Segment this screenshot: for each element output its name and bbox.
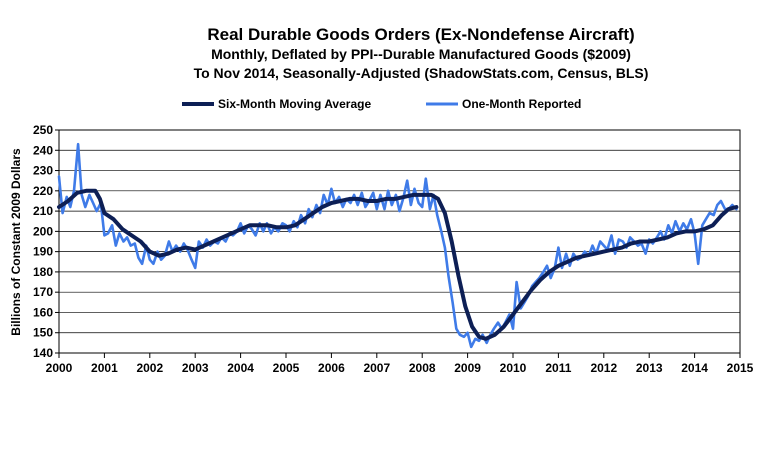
plot-frame — [58, 129, 741, 354]
legend: Six-Month Moving Average One-Month Repor… — [182, 97, 581, 111]
x-axis-ticks: 2000 2001 2002 2003 2004 2005 2006 2007 2008 2009… — [46, 353, 754, 375]
chart-subtitle-1: Monthly, Deflated by PPI--Durable Manufa… — [211, 46, 631, 62]
legend-label-one-month: One-Month Reported — [462, 97, 581, 111]
x-tick-label: 2009 — [454, 361, 481, 375]
y-tick-label: 150 — [33, 326, 53, 340]
x-tick-label: 2004 — [227, 361, 254, 375]
x-tick-label: 2002 — [136, 361, 163, 375]
legend-label-six-month: Six-Month Moving Average — [218, 97, 371, 111]
x-tick-label: 2010 — [500, 361, 527, 375]
x-tick-label: 2000 — [46, 361, 73, 375]
x-tick-label: 2006 — [318, 361, 345, 375]
x-tick-label: 2001 — [91, 361, 118, 375]
x-tick-label: 2003 — [182, 361, 209, 375]
series-line-six-month-average — [57, 188, 739, 341]
y-tick-label: 230 — [33, 164, 53, 178]
x-tick-label: 2007 — [363, 361, 390, 375]
y-tick-label: 250 — [33, 123, 53, 137]
chart-subtitle-2: To Nov 2014, Seasonally-Adjusted (Shadow… — [194, 65, 649, 81]
x-tick-label: 2014 — [681, 361, 708, 375]
y-tick-label: 220 — [33, 184, 53, 198]
x-tick-label: 2005 — [273, 361, 300, 375]
y-tick-label: 240 — [33, 143, 53, 157]
y-tick-label: 180 — [33, 265, 53, 279]
y-tick-label: 160 — [33, 305, 53, 319]
series-line-one-month-reported — [57, 142, 738, 349]
y-tick-label: 140 — [33, 346, 53, 360]
x-tick-label: 2015 — [727, 361, 754, 375]
y-tick-label: 210 — [33, 204, 53, 218]
y-tick-label: 200 — [33, 224, 53, 238]
x-tick-label: 2013 — [636, 361, 663, 375]
x-tick-label: 2008 — [409, 361, 436, 375]
y-tick-label: 170 — [33, 285, 53, 299]
chart-title: Real Durable Goods Orders (Ex-Nondefense… — [207, 25, 634, 44]
series-group — [57, 142, 739, 349]
y-axis-label: Billions of Constant 2009 Dollars — [9, 148, 23, 336]
y-axis-ticks: 140 150 160 170 180 190 200 210 220 230 240 250 — [33, 123, 59, 360]
x-tick-label: 2012 — [590, 361, 617, 375]
y-tick-label: 190 — [33, 245, 53, 259]
x-tick-label: 2011 — [545, 361, 571, 375]
